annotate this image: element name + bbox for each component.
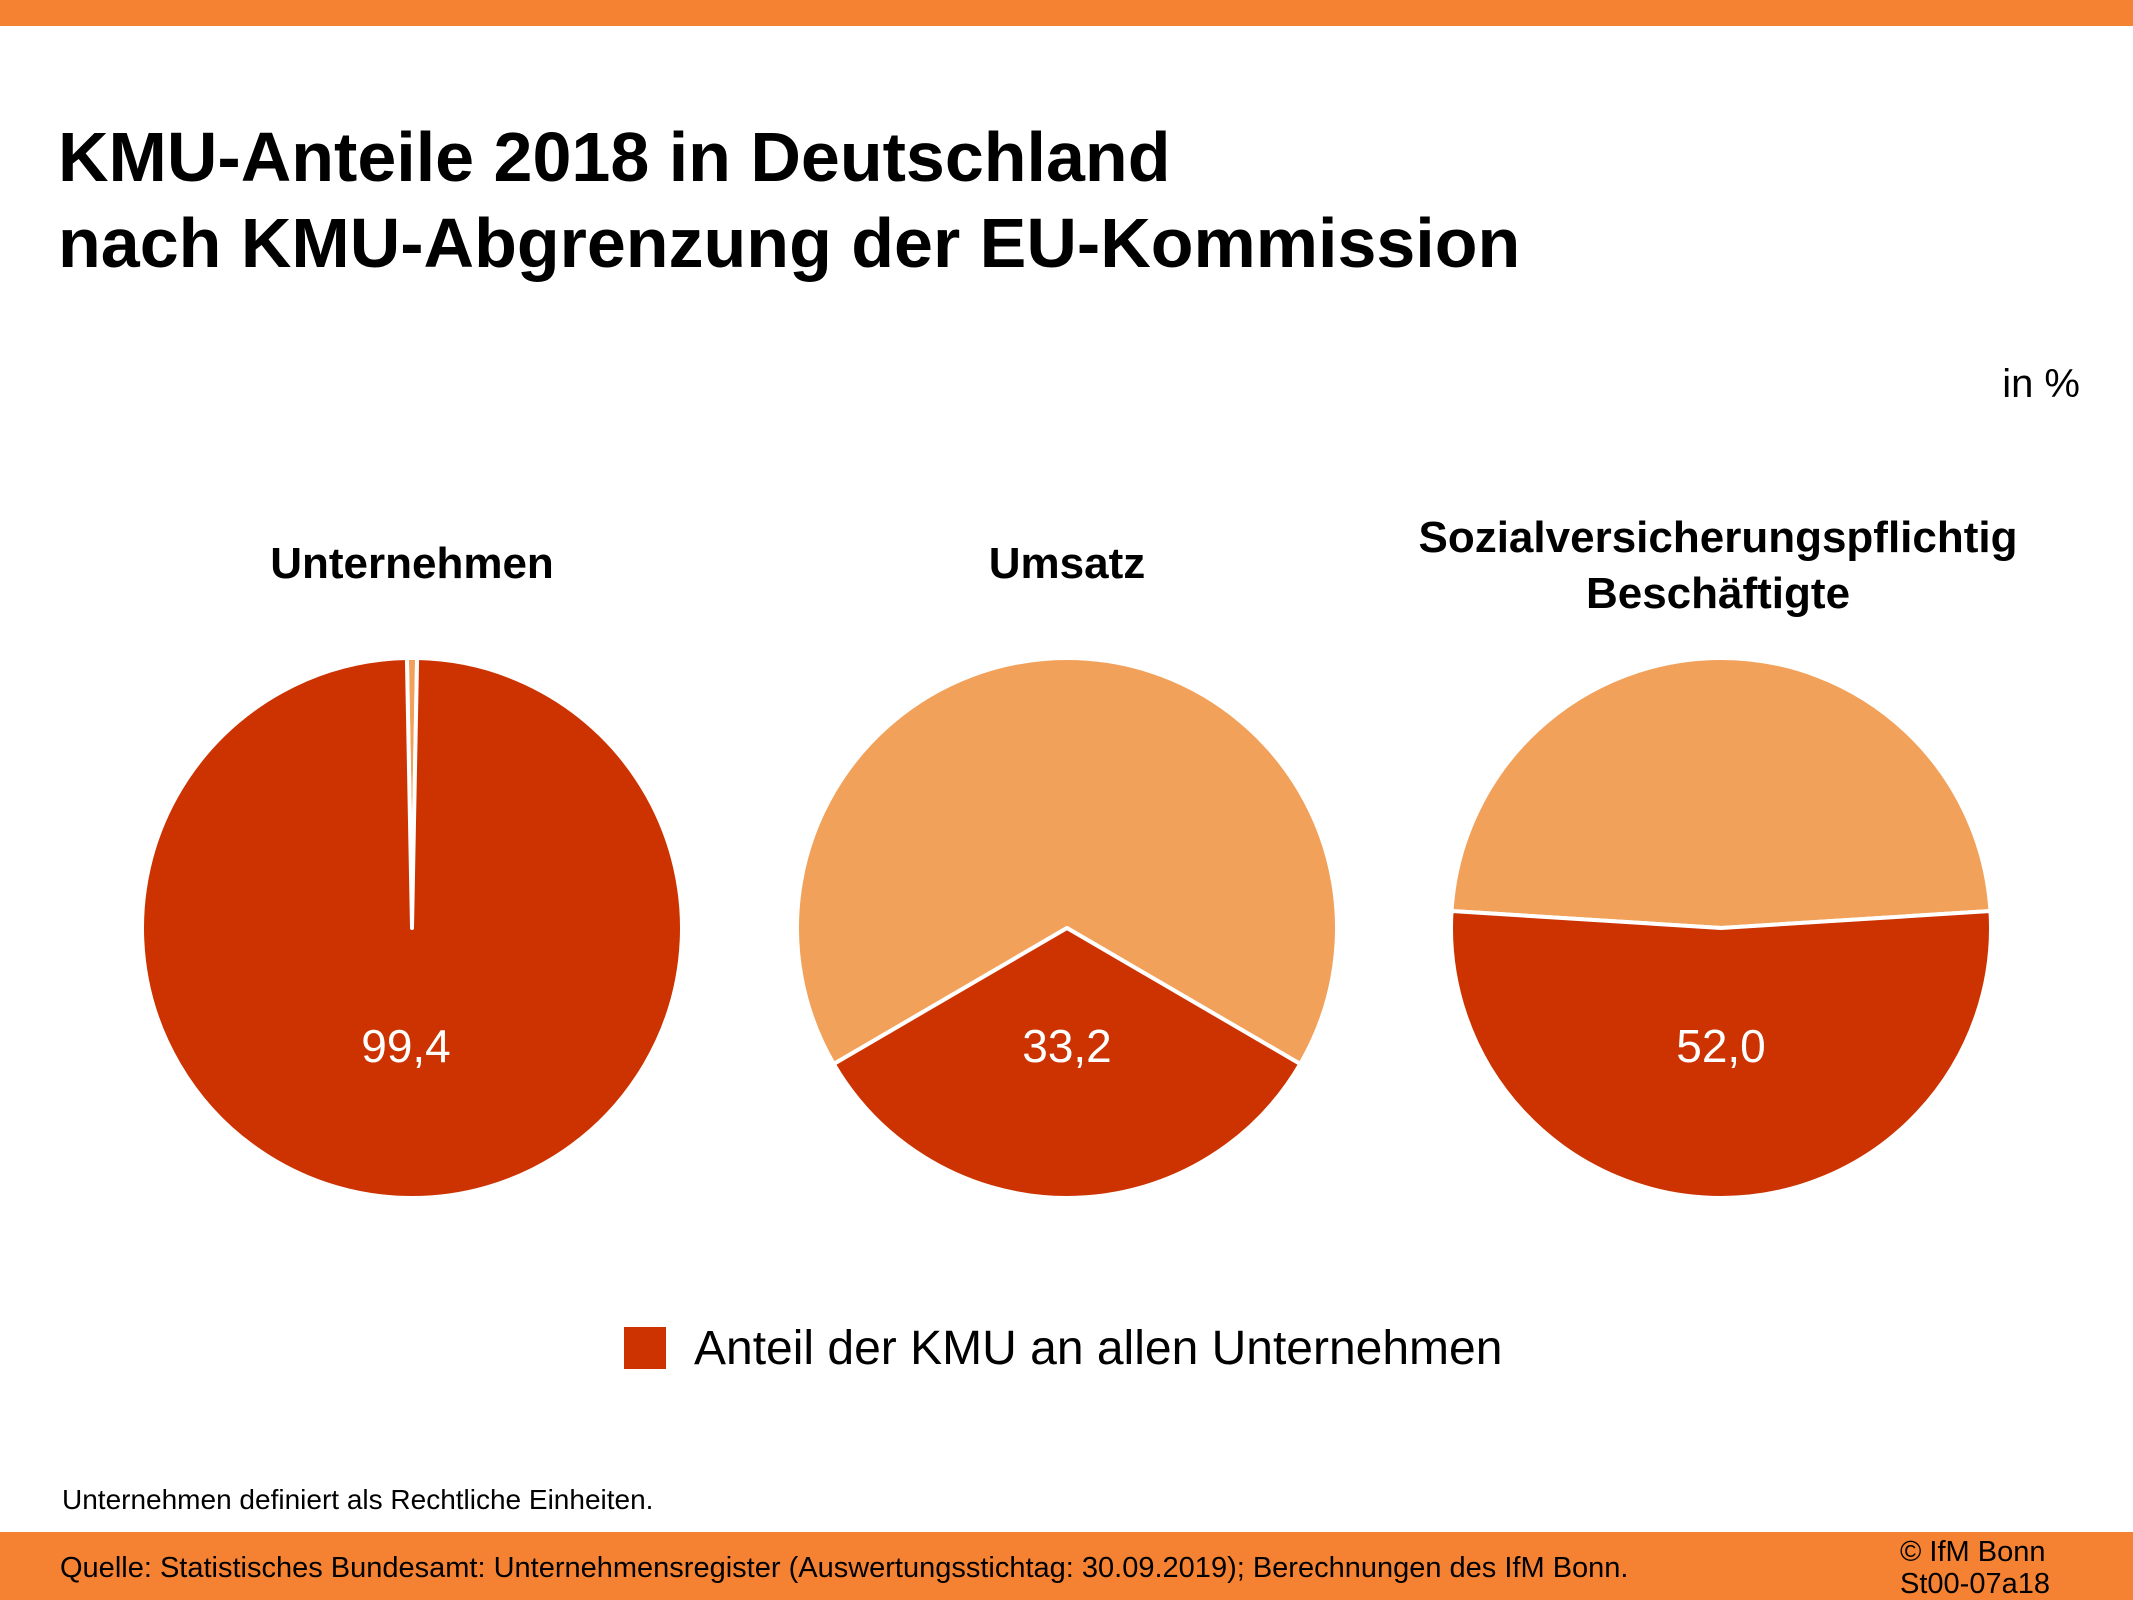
source-note: Quelle: Statistisches Bundesamt: Unterne… [60,1552,1629,1584]
pie-beschaeftigte: 52,0 [1449,655,1993,1200]
legend-label-kmu: Anteil der KMU an allen Unternehmen [694,1321,1503,1375]
copyright-line-1: © IfM Bonn [1900,1536,2046,1568]
data-label-beschaeftigte: 52,0 [1676,1020,1766,1072]
footnote: Unternehmen definiert als Rechtliche Ein… [62,1484,654,1515]
unit-label: in % [2002,362,2080,406]
title-line-1: KMU-Anteile 2018 in Deutschland [58,118,1171,196]
pie-slice-kmu-unternehmen [140,656,684,1201]
title-line-2: nach KMU-Abgrenzung der EU-Kommission [58,204,1521,282]
copyright: © IfM Bonn St00-07a18 [1900,1536,2050,1600]
chart-title-beschaeftigte-line-2: Beschäftigte [1585,569,1851,618]
page-title: KMU-Anteile 2018 in Deutschland nach KMU… [58,114,1520,286]
pie-umsatz: 33,2 [795,656,1339,1201]
data-label-umsatz: 33,2 [1022,1020,1112,1072]
pie-slice-kmu-umsatz [831,926,1303,1201]
top-accent-bar [0,0,2133,26]
pie-slice-grossunternehmen-beschaeftigte [1449,655,1993,930]
pie-unternehmen: 99,4 [140,656,684,1201]
chart-title-beschaeftigte-line-1: Sozialversicherungspflichtig [1418,513,2018,562]
copyright-line-2: St00-07a18 [1900,1568,2050,1600]
pie-slice-kmu-beschaeftigte [1449,909,1993,1200]
legend: Anteil der KMU an allen Unternehmen [624,1320,1502,1376]
legend-swatch-kmu [624,1327,666,1369]
pie-slice-grossunternehmen-umsatz [795,656,1339,1066]
bottom-source-bar [0,1532,2133,1600]
data-label-unternehmen: 99,4 [361,1020,451,1072]
